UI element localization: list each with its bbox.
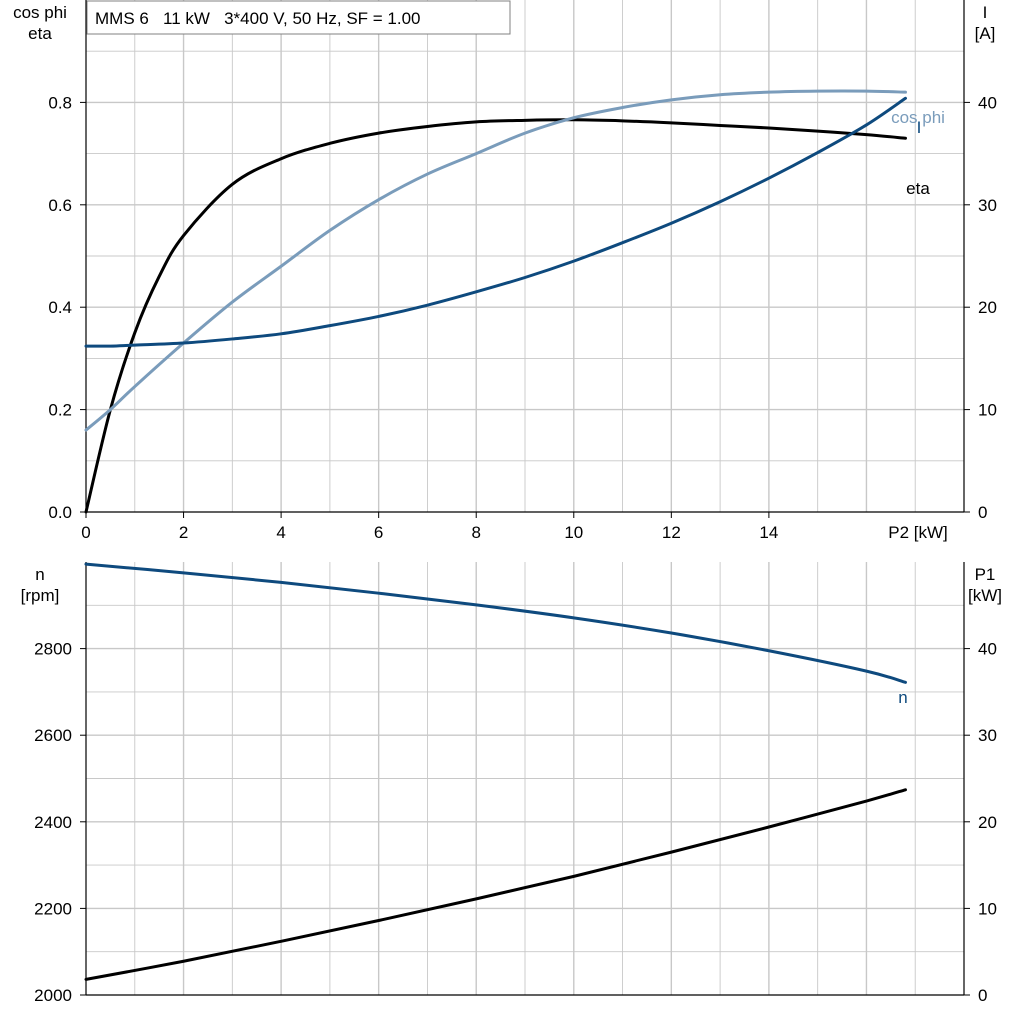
top-left-tick-label: 0.4: [48, 298, 72, 317]
top-right-tick-label: 20: [978, 298, 997, 317]
top-right-axis-title: [A]: [975, 24, 996, 43]
top-x-tick-label: 0: [81, 523, 90, 542]
bottom-series-n-line: [84, 562, 907, 684]
top-left-tick-label: 0.6: [48, 196, 72, 215]
speed-curve-label: n: [898, 688, 907, 707]
top-x-tick-label: 6: [374, 523, 383, 542]
bottom-left-tick-label: 2200: [34, 899, 72, 918]
cos-phi-curve-label: cos phi: [891, 108, 945, 127]
top-right-axis-title: I: [983, 3, 988, 22]
top-x-tick-label: 4: [276, 523, 285, 542]
top-x-tick-label: 12: [662, 523, 681, 542]
current-curve-label: I: [917, 118, 922, 137]
bottom-right-tick-label: 40: [978, 640, 997, 659]
top-x-tick-label: 8: [471, 523, 480, 542]
bottom-right-tick-label: 30: [978, 726, 997, 745]
top-x-tick-label: 2: [179, 523, 188, 542]
top-series-i-line: [84, 96, 907, 348]
bottom-left-axis-title: [rpm]: [21, 586, 60, 605]
chart-title: MMS 6 11 kW 3*400 V, 50 Hz, SF = 1.00: [95, 9, 421, 28]
bottom-right-tick-label: 10: [978, 899, 997, 918]
top-series-eta-line: [84, 118, 907, 514]
bottom-series-p1-line: [84, 788, 907, 981]
bottom-right-tick-label: 0: [978, 986, 987, 1005]
top-left-tick-label: 0.2: [48, 401, 72, 420]
bottom-left-tick-label: 2600: [34, 726, 72, 745]
eta-curve-label: eta: [906, 179, 930, 198]
bottom-right-axis-title: P1: [975, 565, 996, 584]
bottom-left-tick-label: 2000: [34, 986, 72, 1005]
title-box: MMS 6 11 kW 3*400 V, 50 Hz, SF = 1.00: [86, 0, 511, 35]
bottom-panel: 2000 2200 2400 2600 2800 0 10 20 30 40 n [rpm] P1 [kW…: [21, 562, 1002, 1005]
top-left-tick-label: 0.0: [48, 503, 72, 522]
bottom-right-axis-title: [kW]: [968, 586, 1002, 605]
top-left-axis-title: eta: [28, 24, 52, 43]
top-right-tick-label: 10: [978, 401, 997, 420]
top-panel: 0.0 0.2 0.4 0.6 0.8 0 10 20 30 40 cos phi eta I [A] 0 2…: [13, 0, 997, 542]
bottom-left-tick-label: 2400: [34, 813, 72, 832]
top-right-tick-label: 40: [978, 93, 997, 112]
top-x-tick-label: 10: [564, 523, 583, 542]
top-x-axis-title: P2 [kW]: [888, 523, 948, 542]
top-right-tick-label: 30: [978, 196, 997, 215]
top-left-tick-label: 0.8: [48, 93, 72, 112]
bottom-right-tick-label: 20: [978, 813, 997, 832]
top-left-axis-title: cos phi: [13, 3, 67, 22]
bottom-left-axis-title: n: [35, 565, 44, 584]
title-box-frame: [86, 0, 511, 35]
top-right-tick-label: 0: [978, 503, 987, 522]
top-x-tick-label: 14: [759, 523, 778, 542]
bottom-left-tick-label: 2800: [34, 640, 72, 659]
